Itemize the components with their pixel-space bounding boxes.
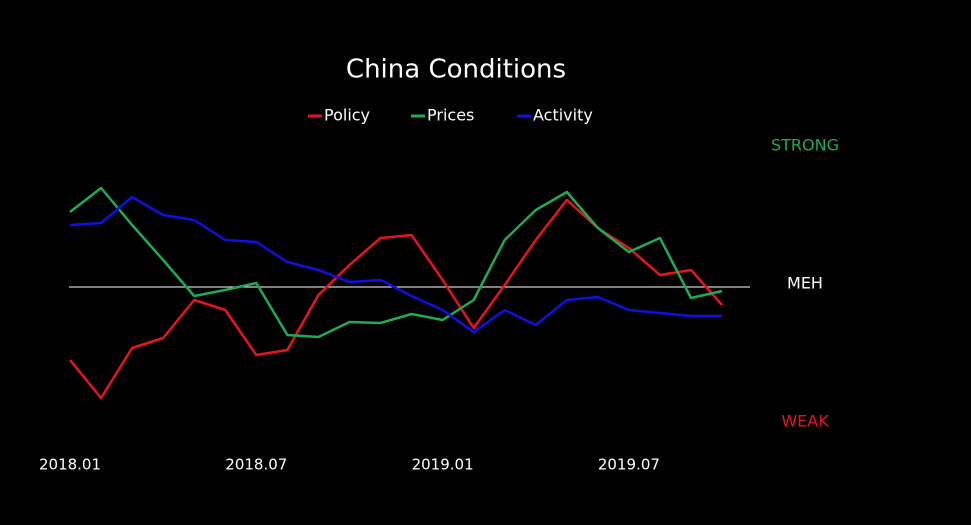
legend-label: Prices [427, 106, 474, 125]
x-tick-label: 2019.01 [412, 456, 474, 474]
x-tick-label: 2019.07 [598, 456, 660, 474]
x-tick-label: 2018.01 [39, 456, 101, 474]
chart-title: China Conditions [346, 55, 566, 85]
series-line [69, 195, 723, 334]
legend-label: Activity [533, 106, 593, 125]
series-line [69, 198, 723, 400]
annotation: MEH [787, 274, 823, 293]
annotation: STRONG [771, 136, 839, 155]
series-line [69, 186, 723, 339]
annotation: WEAK [781, 412, 829, 431]
x-tick-label: 2018.07 [225, 456, 287, 474]
legend-label: Policy [324, 106, 370, 125]
